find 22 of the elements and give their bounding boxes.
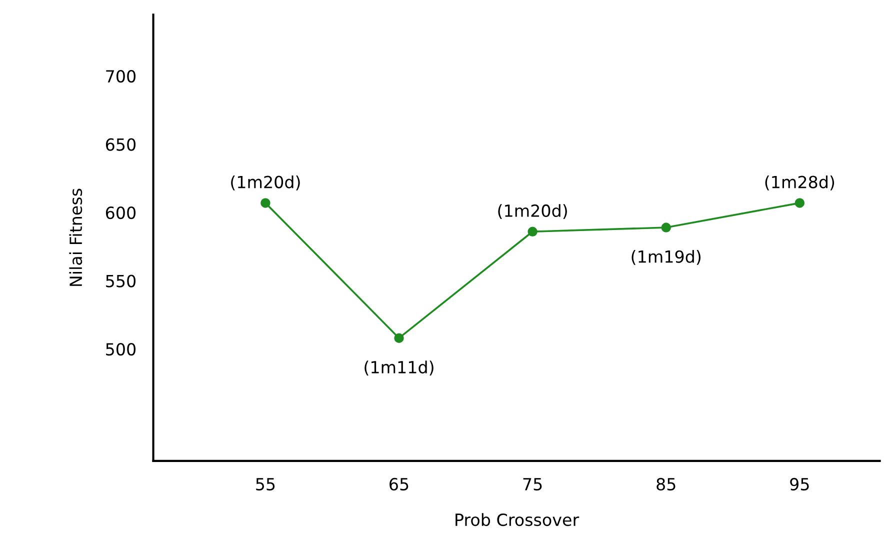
annotation: (1m19d)	[632, 250, 700, 265]
x-axis-title: Prob Crossover	[456, 513, 580, 526]
y-tick-label: 650	[106, 138, 136, 151]
annotation: (1m28d)	[765, 175, 834, 190]
point	[394, 333, 404, 343]
point	[528, 226, 538, 236]
y-tick-label: 700	[106, 70, 136, 83]
x-tick-label: 75	[523, 478, 542, 490]
x-tick-label: 85	[656, 478, 676, 490]
annotation: (1m20d)	[498, 204, 567, 219]
y-tick-label: 550	[106, 274, 136, 288]
x-tick-label: 65	[390, 478, 408, 490]
point	[794, 198, 805, 208]
point	[260, 198, 270, 208]
y-tick-label: 500	[106, 342, 136, 356]
y-tick-label: 600	[106, 206, 136, 220]
x-tick-label: 55	[256, 478, 275, 490]
annotation: (1m11d)	[364, 360, 434, 376]
x-tick-label: 95	[790, 478, 809, 490]
annotation: (1m20d)	[231, 175, 300, 190]
y-axis-title: Nilai Fitness	[69, 188, 82, 286]
point	[661, 222, 671, 232]
